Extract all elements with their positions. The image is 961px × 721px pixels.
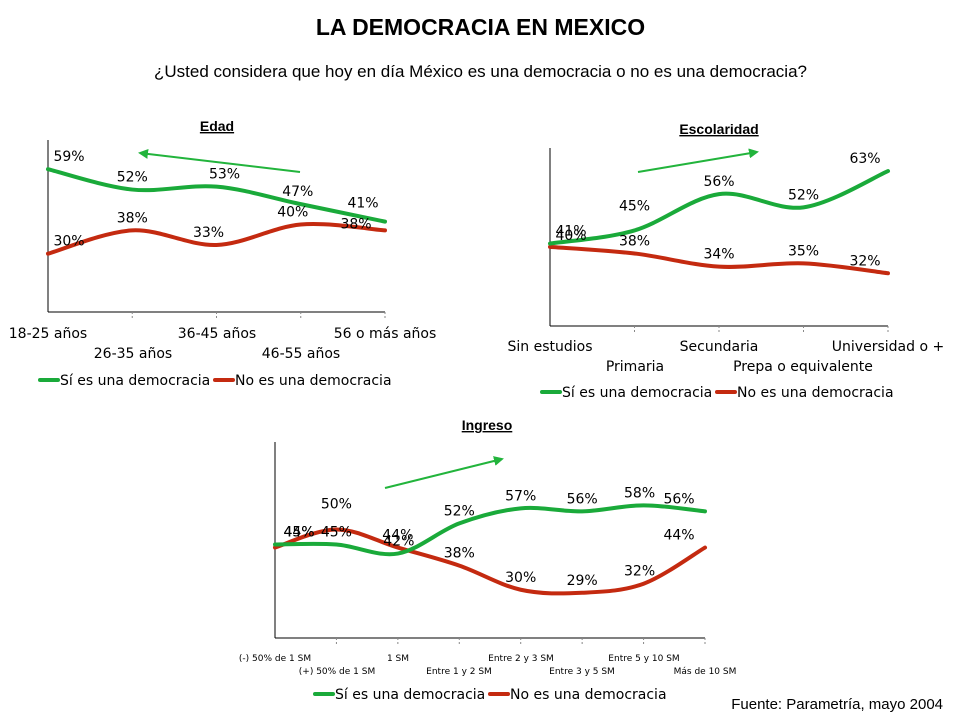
esc-series-line-no	[548, 244, 890, 276]
page-title: LA DEMOCRACIA EN MEXICO	[315, 14, 646, 40]
ing-data-label-no: 44%	[382, 528, 413, 544]
edad-chart-title: Edad	[200, 118, 234, 134]
edad-series-line-no	[46, 222, 387, 256]
ing-tick-label: Entre 3 y 5 SM	[549, 667, 615, 677]
ing-data-label-no: 50%	[321, 496, 352, 512]
ing-trend-arrow	[384, 456, 504, 489]
esc-tick-label: Secundaria	[680, 339, 759, 355]
ing-data-label-si: 58%	[624, 485, 655, 501]
ing-data-label-si: 56%	[567, 491, 598, 507]
esc-data-label-si: 56%	[703, 174, 734, 190]
esc-data-label-no: 38%	[619, 233, 650, 249]
esc-legend-label-si: Sí es una democracia	[562, 385, 712, 401]
edad-data-label-no: 30%	[53, 234, 84, 250]
edad-data-label-si: 59%	[53, 149, 84, 165]
edad-data-label-si: 52%	[117, 170, 148, 186]
ing-data-label-si: 45%	[283, 525, 314, 541]
edad-tick-label: 18-25 años	[9, 326, 87, 342]
edad-tick-label: 46-55 años	[262, 346, 340, 362]
ing-data-label-no: 38%	[444, 546, 475, 562]
ing-data-label-no: 44%	[663, 528, 694, 544]
edad-data-label-si: 41%	[347, 196, 378, 212]
ing-tick-label: 1 SM	[387, 654, 409, 664]
ing-tick-label: (+) 50% de 1 SM	[299, 667, 375, 677]
ing-chart-title: Ingreso	[462, 417, 513, 433]
esc-data-label-no: 35%	[788, 243, 819, 259]
ing-data-label-no: 44%	[283, 525, 314, 541]
edad-legend-label-si: Sí es una democracia	[60, 373, 210, 389]
esc-tick-label: Sin estudios	[507, 339, 592, 355]
edad-trend-arrow	[138, 148, 301, 173]
esc-chart-title: Escolaridad	[679, 121, 758, 137]
ing-data-label-si: 56%	[663, 491, 694, 507]
ing-tick-label: Entre 1 y 2 SM	[426, 667, 492, 677]
esc-data-label-no: 34%	[703, 247, 734, 263]
esc-data-label-no: 40%	[555, 228, 586, 244]
edad-data-label-no: 33%	[193, 225, 224, 241]
edad-legend-label-no: No es una democracia	[235, 373, 392, 389]
esc-series-line-si	[548, 169, 890, 246]
source-note: Fuente: Parametría, mayo 2004	[731, 696, 943, 713]
esc-data-label-si: 63%	[849, 151, 880, 167]
ing-tick-label: Entre 5 y 10 SM	[608, 654, 679, 664]
ing-data-label-no: 30%	[505, 570, 536, 586]
ing-data-label-si: 57%	[505, 488, 536, 504]
ing-series-line-no	[273, 527, 707, 596]
edad-data-label-si: 53%	[209, 167, 240, 183]
esc-tick-label: Primaria	[606, 359, 664, 375]
esc-tick-label: Universidad o +	[832, 339, 944, 355]
esc-data-label-si: 52%	[788, 187, 819, 203]
ing-data-label-si: 42%	[383, 534, 414, 550]
ing-data-label-si: 52%	[444, 503, 475, 519]
edad-data-label-no: 38%	[117, 210, 148, 226]
ing-legend-label-no: No es una democracia	[510, 687, 667, 703]
edad-data-label-no: 40%	[277, 205, 308, 221]
ing-tick-label: Entre 2 y 3 SM	[488, 654, 554, 664]
edad-tick-label: 56 o más años	[334, 326, 437, 342]
page-subtitle: ¿Usted considera que hoy en día México e…	[154, 62, 807, 81]
esc-trend-arrow	[637, 148, 759, 173]
edad-series-line-si	[46, 167, 387, 224]
ing-data-label-si: 45%	[321, 525, 352, 541]
esc-tick-label: Prepa o equivalente	[733, 359, 873, 375]
edad-data-label-no: 38%	[340, 216, 371, 232]
esc-legend-label-no: No es una democracia	[737, 385, 894, 401]
ing-series-line-si	[273, 503, 707, 557]
edad-tick-label: 26-35 años	[94, 346, 172, 362]
ing-tick-label: (-) 50% de 1 SM	[239, 654, 311, 664]
ing-data-label-no: 29%	[567, 573, 598, 589]
ing-legend-label-si: Sí es una democracia	[335, 687, 485, 703]
edad-data-label-si: 47%	[282, 184, 313, 200]
ing-tick-label: Más de 10 SM	[674, 667, 737, 677]
edad-tick-label: 36-45 años	[178, 326, 256, 342]
esc-data-label-si: 41%	[555, 224, 586, 240]
esc-data-label-si: 45%	[619, 198, 650, 214]
ing-data-label-no: 32%	[624, 564, 655, 580]
esc-data-label-no: 32%	[849, 253, 880, 269]
